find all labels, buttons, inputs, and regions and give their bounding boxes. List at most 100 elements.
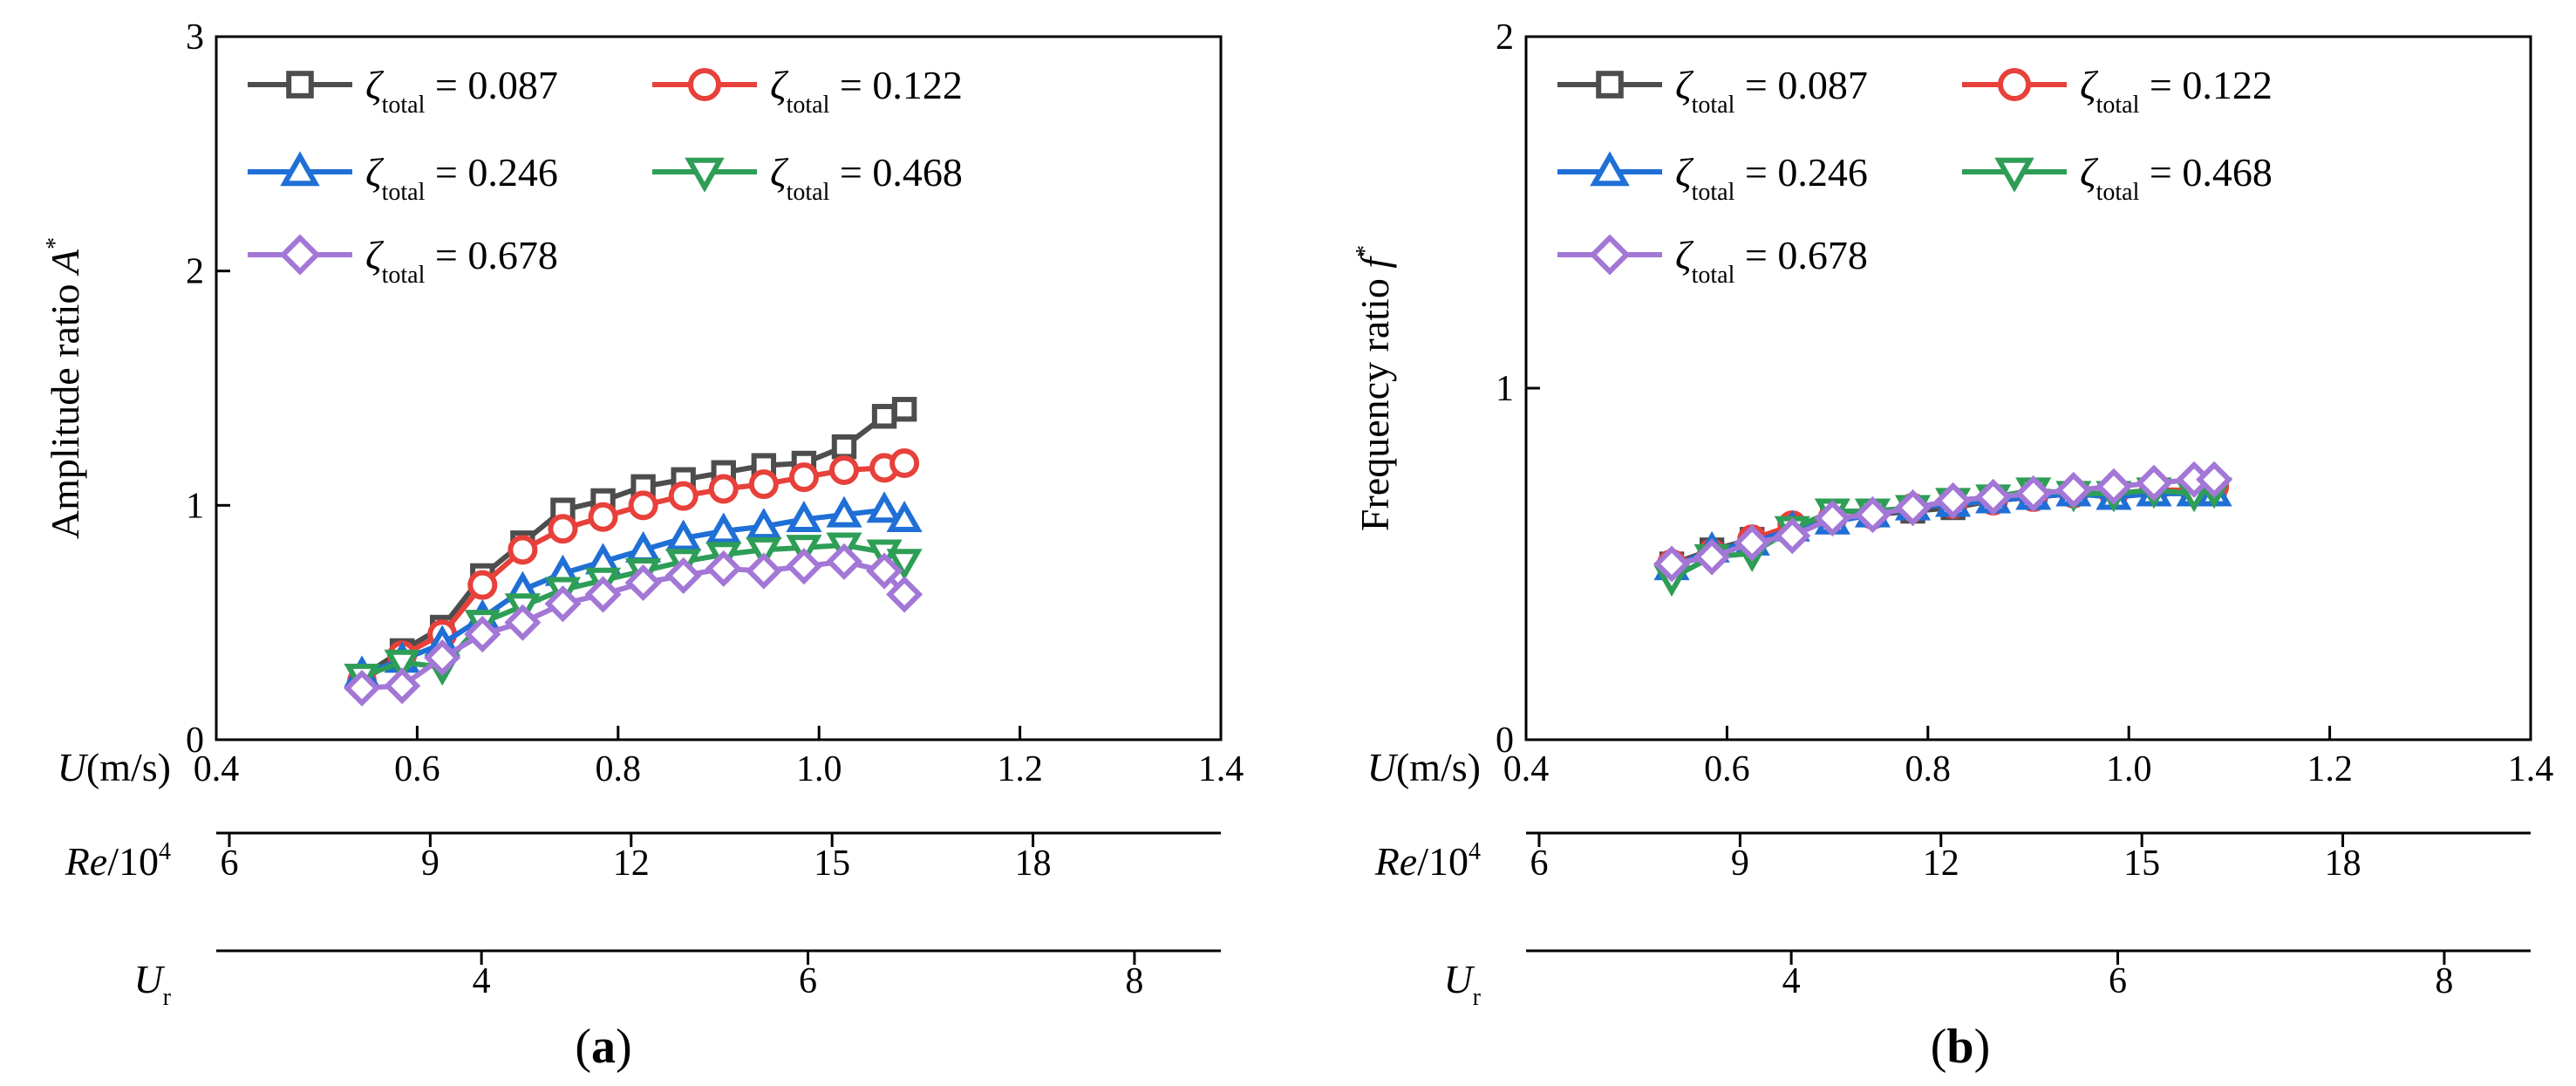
x-tick-label: 1.0 <box>796 749 842 789</box>
x-tick-label: 1.2 <box>997 749 1043 789</box>
x-axis-label-symbol: Re <box>65 839 108 884</box>
y-tick-label: 2 <box>186 252 204 292</box>
legend-item: ζtotal = 0.246 <box>248 150 558 206</box>
data-point <box>886 549 923 581</box>
data-point <box>786 501 822 533</box>
x-tick-label: 0.6 <box>1704 749 1750 789</box>
x-axis-label-sup: 4 <box>159 838 171 865</box>
panel-label-a: (a) <box>575 1020 631 1074</box>
legend-sub: total <box>787 92 830 119</box>
data-point <box>705 550 742 587</box>
panel-label-a-letter: a <box>591 1020 616 1074</box>
y-tick-label: 1 <box>1496 369 1514 409</box>
legend-item: ζtotal = 0.246 <box>1557 150 1868 206</box>
x-tick-label: 6 <box>1530 844 1548 884</box>
data-point <box>2055 471 2092 509</box>
data-point <box>746 508 782 540</box>
data-point <box>464 616 501 653</box>
data-point <box>504 604 542 641</box>
x-tick-label: 6 <box>2109 961 2127 1001</box>
data-point <box>664 557 702 594</box>
legend-value: = 0.468 <box>829 150 962 195</box>
data-point <box>891 396 917 422</box>
x-tick-label: 1.4 <box>2508 749 2554 789</box>
legend-symbol: ζ <box>365 63 385 107</box>
x-tick-label: 1.0 <box>2106 749 2152 789</box>
data-point <box>829 455 859 486</box>
legend-sub: total <box>382 179 426 206</box>
x-tick-label: 8 <box>2435 961 2453 1001</box>
x-axis-label: Re/104 <box>65 838 171 884</box>
x-axis-label: U(m/s) <box>1367 745 1481 789</box>
legend-marker <box>280 151 320 187</box>
y-tick-label: 1 <box>186 486 204 526</box>
data-point <box>628 490 658 521</box>
plot-frame <box>215 35 1223 741</box>
data-point <box>467 570 498 600</box>
x-tick-label: 18 <box>1015 844 1052 884</box>
legend-value: = 0.087 <box>425 63 557 107</box>
legend-value: = 0.122 <box>2139 63 2272 107</box>
x-axis-label-symbol: Re <box>1374 839 1418 884</box>
legend-marker <box>286 71 314 99</box>
legend-item: ζtotal = 0.087 <box>248 63 558 119</box>
x-tick-label: 4 <box>1782 961 1801 1001</box>
data-point <box>746 536 782 569</box>
legend-marker <box>1589 234 1631 276</box>
x-axis-label-sub: r <box>163 984 172 1011</box>
x-tick-label: 0.8 <box>596 749 642 789</box>
series-0.678 <box>343 543 923 707</box>
legend-sub: total <box>382 92 426 119</box>
data-point <box>2095 468 2132 505</box>
legend-value: = 0.246 <box>425 150 557 195</box>
x-axis-label: Ur <box>133 957 171 1011</box>
series-0.678 <box>1653 461 2233 583</box>
x-tick-label: 0.4 <box>194 749 240 789</box>
legend-sub: total <box>1692 179 1735 206</box>
y-tick-label: 0 <box>186 721 204 761</box>
legend-marker <box>1994 157 2034 193</box>
legend-label: ζtotal = 0.087 <box>365 63 558 119</box>
legend-value: = 0.678 <box>1734 233 1867 277</box>
data-point <box>625 530 662 563</box>
legend-item: ζtotal = 0.678 <box>248 233 558 289</box>
data-point <box>788 462 819 493</box>
data-point <box>343 669 381 707</box>
data-point <box>826 495 862 528</box>
x-tick-label: 6 <box>220 844 238 884</box>
legend-symbol: ζ <box>365 150 385 195</box>
y-axis-label-sup: * <box>1352 245 1379 257</box>
data-point <box>1814 500 1851 537</box>
x-axis-label-sub: r <box>1473 984 1482 1011</box>
x-tick-label: 12 <box>613 844 650 884</box>
x-axis-label-symbol: U <box>1367 745 1399 789</box>
x-axis-label: Ur <box>1443 957 1481 1011</box>
y-axis-label: Frequency ratio f* <box>1352 245 1397 531</box>
x-tick-label: 1.4 <box>1198 749 1244 789</box>
legend-label: ζtotal = 0.246 <box>365 150 558 206</box>
legend-symbol: ζ <box>1675 233 1694 277</box>
legend-label: ζtotal = 0.468 <box>770 150 963 206</box>
x-tick-label: 8 <box>1125 961 1143 1001</box>
y-tick-label: 3 <box>186 17 204 58</box>
legend-symbol: ζ <box>2080 63 2099 107</box>
x-axis-label-symbol: U <box>58 745 89 789</box>
data-point <box>705 512 742 544</box>
legend-label: ζtotal = 0.678 <box>365 233 558 289</box>
x-tick-label: 12 <box>1923 844 1959 884</box>
legend-sub: total <box>2096 179 2140 206</box>
legend-sub: total <box>1692 262 1735 289</box>
legend-marker <box>279 234 321 276</box>
legend-symbol: ζ <box>770 150 789 195</box>
plot-frame <box>1524 35 2532 741</box>
data-point <box>508 535 538 565</box>
x-axis-label: U(m/s) <box>58 745 171 789</box>
legend-item: ζtotal = 0.087 <box>1557 63 1868 119</box>
y-axis-label: Amplitude ratio A* <box>42 237 87 539</box>
x-axis-label-text: /10 <box>107 839 159 884</box>
data-point <box>668 481 699 511</box>
legend-sub: total <box>787 179 830 206</box>
legend-item: ζtotal = 0.122 <box>1962 63 2273 119</box>
data-point <box>825 543 863 580</box>
